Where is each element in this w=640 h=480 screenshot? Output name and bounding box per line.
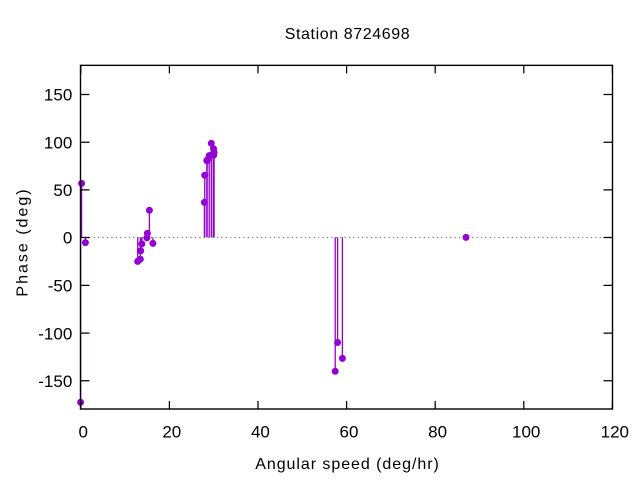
svg-text:20: 20	[162, 423, 181, 442]
svg-text:-150: -150	[38, 372, 72, 391]
svg-text:80: 80	[428, 423, 447, 442]
svg-text:-50: -50	[48, 277, 73, 296]
svg-text:Phase (deg): Phase (deg)	[14, 187, 31, 296]
svg-text:60: 60	[340, 423, 359, 442]
svg-text:100: 100	[512, 423, 540, 442]
svg-text:0: 0	[63, 229, 72, 248]
svg-text:40: 40	[251, 423, 270, 442]
svg-text:120: 120	[601, 423, 629, 442]
svg-text:50: 50	[53, 181, 72, 200]
svg-text:-100: -100	[38, 324, 72, 343]
svg-text:100: 100	[44, 133, 72, 152]
svg-text:150: 150	[44, 86, 72, 105]
svg-text:Station 8724698: Station 8724698	[285, 26, 411, 43]
svg-text:0: 0	[78, 423, 87, 442]
svg-text:Angular speed (deg/hr): Angular speed (deg/hr)	[255, 456, 440, 473]
